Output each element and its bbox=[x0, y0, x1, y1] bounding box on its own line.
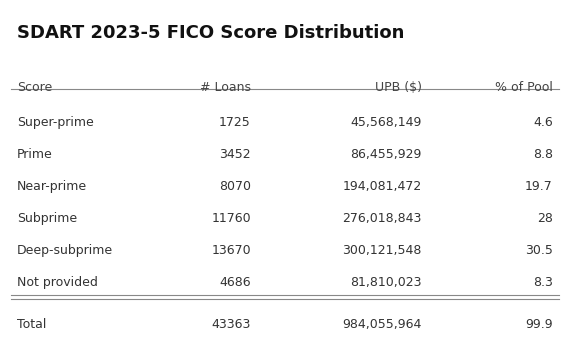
Text: 99.9: 99.9 bbox=[526, 318, 553, 332]
Text: 8070: 8070 bbox=[219, 180, 251, 193]
Text: 43363: 43363 bbox=[211, 318, 251, 332]
Text: 8.8: 8.8 bbox=[533, 148, 553, 161]
Text: 19.7: 19.7 bbox=[525, 180, 553, 193]
Text: 3452: 3452 bbox=[219, 148, 251, 161]
Text: Prime: Prime bbox=[17, 148, 53, 161]
Text: 30.5: 30.5 bbox=[525, 244, 553, 257]
Text: 1725: 1725 bbox=[219, 116, 251, 129]
Text: 276,018,843: 276,018,843 bbox=[343, 212, 422, 225]
Text: 984,055,964: 984,055,964 bbox=[343, 318, 422, 332]
Text: 45,568,149: 45,568,149 bbox=[351, 116, 422, 129]
Text: Not provided: Not provided bbox=[17, 276, 98, 289]
Text: 11760: 11760 bbox=[211, 212, 251, 225]
Text: Super-prime: Super-prime bbox=[17, 116, 94, 129]
Text: # Loans: # Loans bbox=[200, 81, 251, 94]
Text: 28: 28 bbox=[537, 212, 553, 225]
Text: 13670: 13670 bbox=[211, 244, 251, 257]
Text: Subprime: Subprime bbox=[17, 212, 77, 225]
Text: 4686: 4686 bbox=[219, 276, 251, 289]
Text: Near-prime: Near-prime bbox=[17, 180, 87, 193]
Text: SDART 2023-5 FICO Score Distribution: SDART 2023-5 FICO Score Distribution bbox=[17, 24, 405, 41]
Text: 86,455,929: 86,455,929 bbox=[351, 148, 422, 161]
Text: Deep-subprime: Deep-subprime bbox=[17, 244, 113, 257]
Text: UPB ($): UPB ($) bbox=[375, 81, 422, 94]
Text: 4.6: 4.6 bbox=[533, 116, 553, 129]
Text: 8.3: 8.3 bbox=[533, 276, 553, 289]
Text: 81,810,023: 81,810,023 bbox=[351, 276, 422, 289]
Text: 300,121,548: 300,121,548 bbox=[343, 244, 422, 257]
Text: Total: Total bbox=[17, 318, 47, 332]
Text: Score: Score bbox=[17, 81, 52, 94]
Text: 194,081,472: 194,081,472 bbox=[343, 180, 422, 193]
Text: % of Pool: % of Pool bbox=[495, 81, 553, 94]
